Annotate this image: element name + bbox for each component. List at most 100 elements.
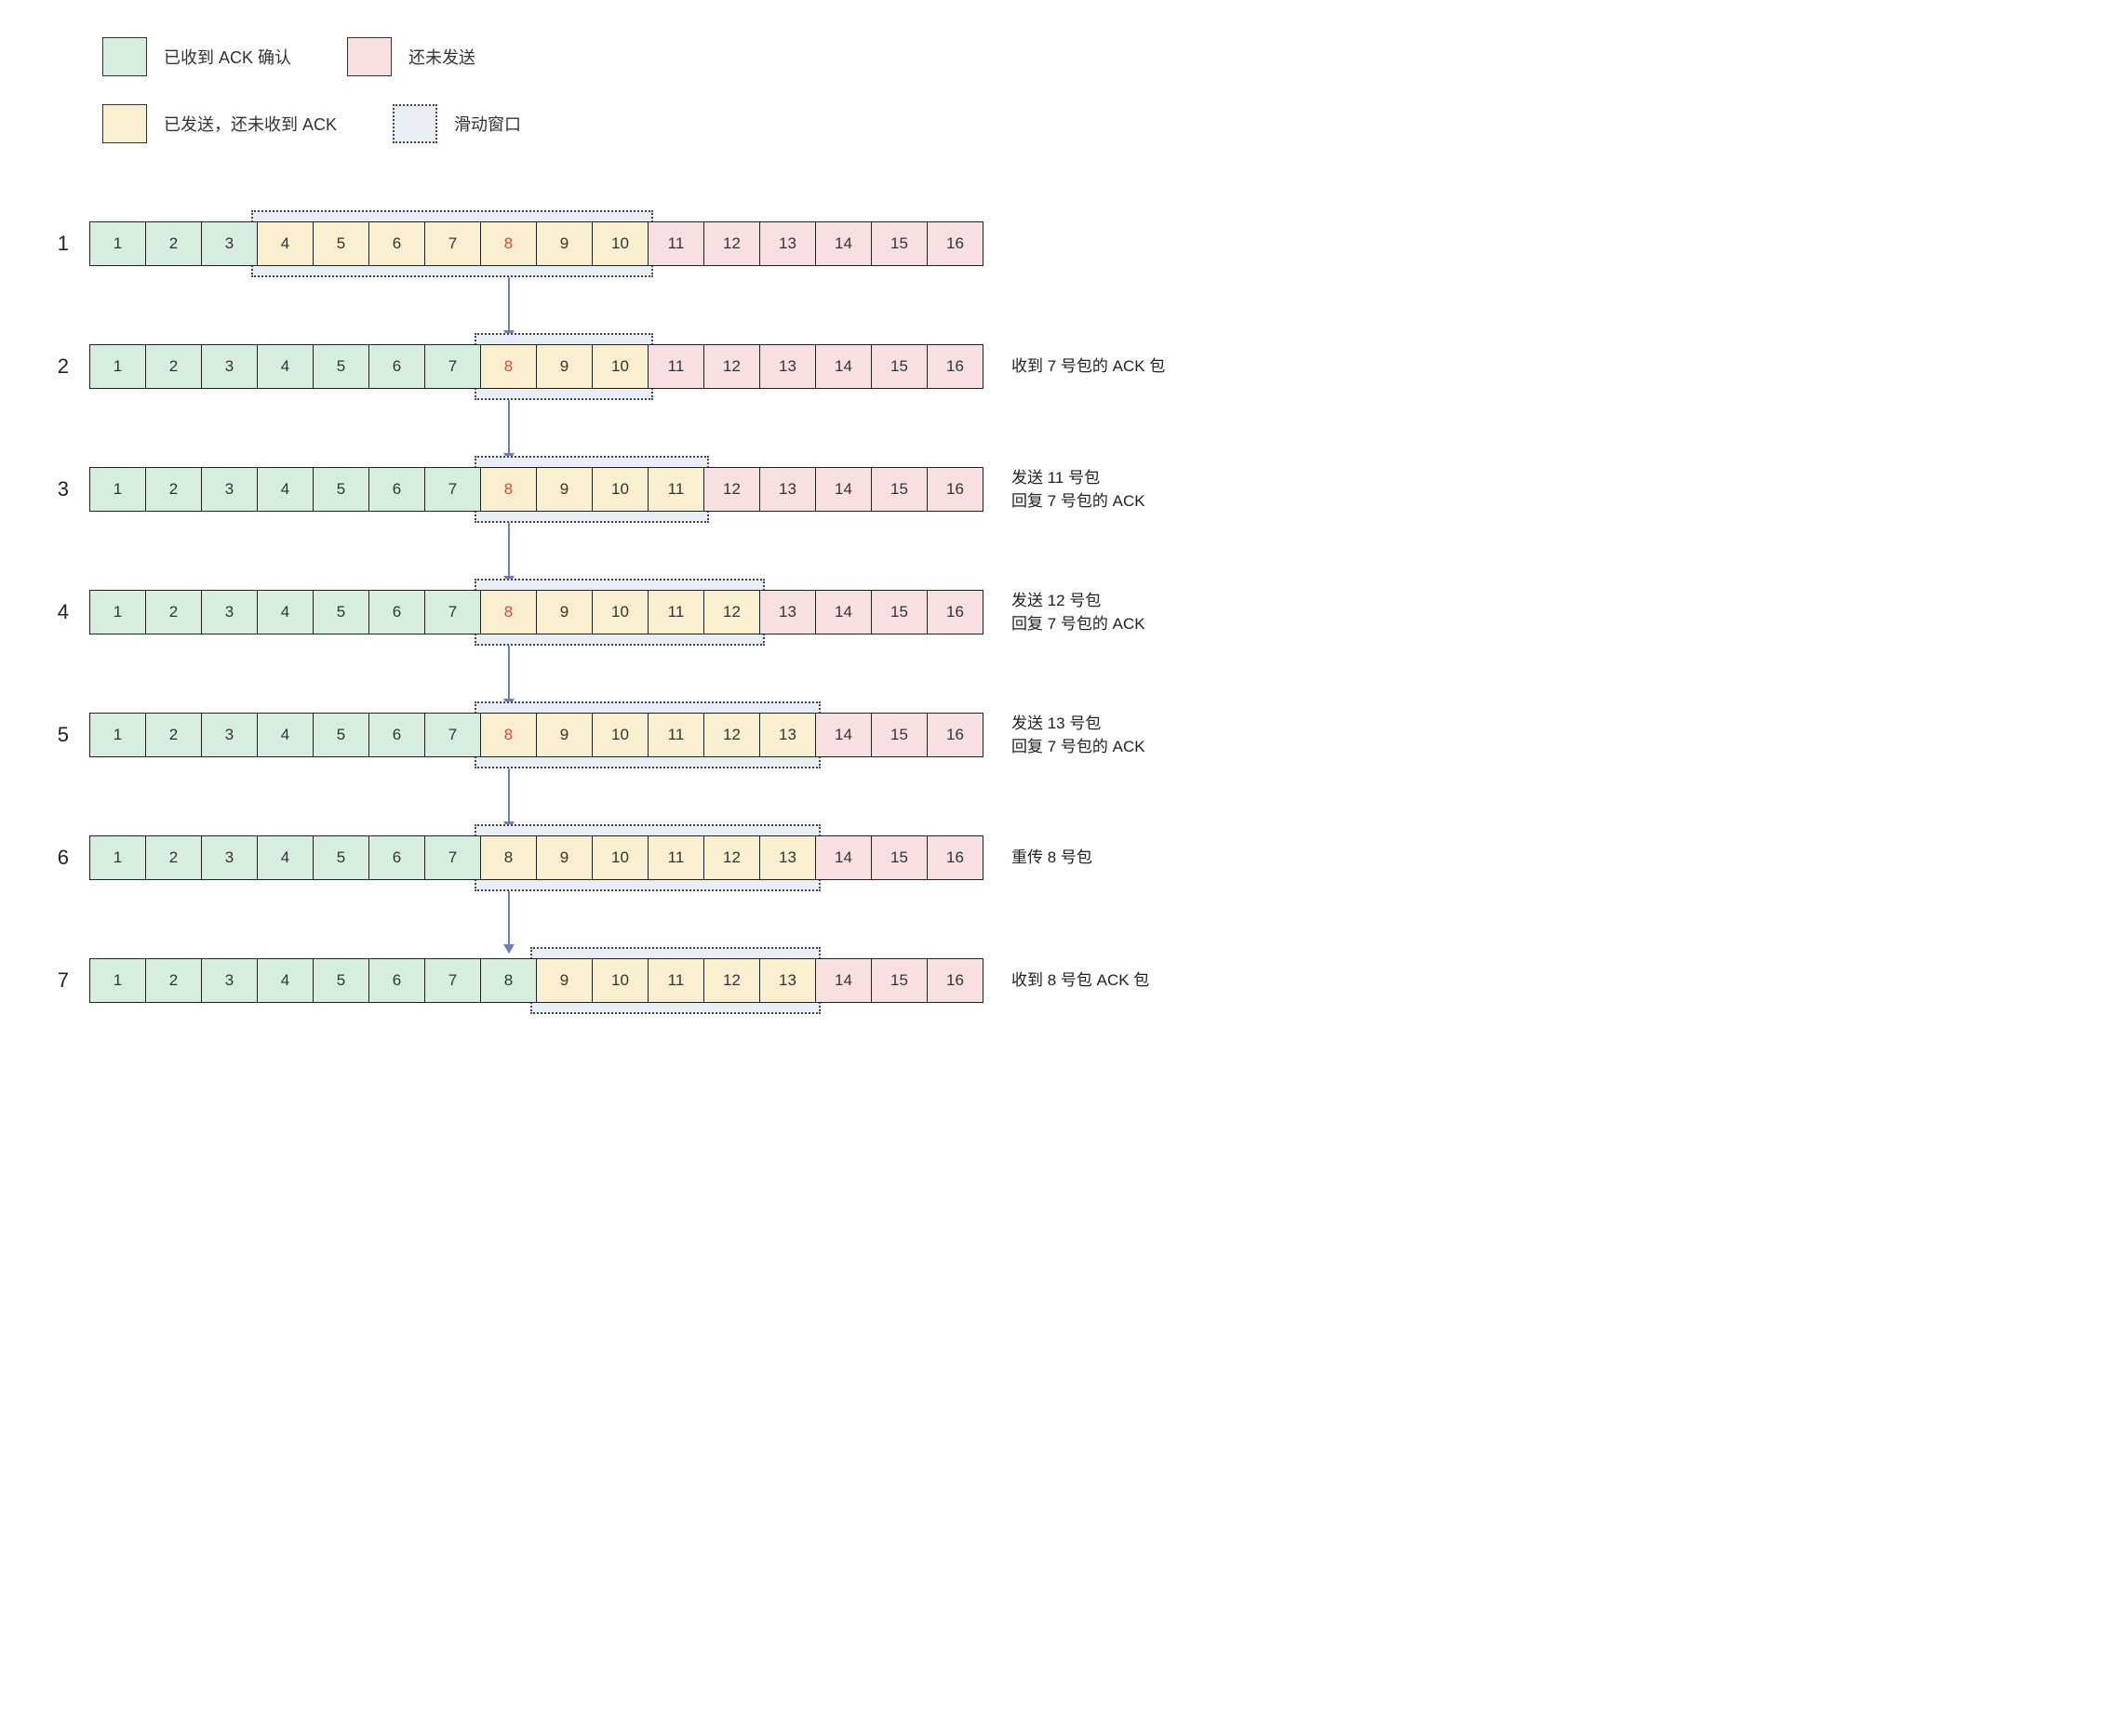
row-number: 4 bbox=[47, 600, 69, 624]
packet-cell: 10 bbox=[593, 591, 649, 634]
packet-cell: 5 bbox=[314, 959, 369, 1002]
packet-cell: 3 bbox=[202, 959, 258, 1002]
row-number: 3 bbox=[47, 477, 69, 501]
packet-cell: 8 bbox=[481, 468, 537, 511]
packet-cell: 8 bbox=[481, 959, 537, 1002]
legend-item-unsent: 还未发送 bbox=[347, 37, 475, 76]
packet-cell: 4 bbox=[258, 591, 314, 634]
down-arrow-icon bbox=[508, 763, 510, 830]
packet-cell: 10 bbox=[593, 345, 649, 388]
row: 212345678910111213141516收到 7 号包的 ACK 包 bbox=[47, 331, 2080, 402]
row-number: 5 bbox=[47, 723, 69, 747]
packet-cell: 3 bbox=[202, 345, 258, 388]
packet-cell: 16 bbox=[928, 959, 983, 1002]
packet-cell: 2 bbox=[146, 345, 202, 388]
packet-cell: 5 bbox=[314, 591, 369, 634]
packet-cell: 1 bbox=[90, 959, 146, 1002]
packet-cell: 4 bbox=[258, 959, 314, 1002]
row-annotation: 收到 8 号包 ACK 包 bbox=[1011, 968, 1149, 993]
packet-cell: 13 bbox=[760, 836, 816, 879]
packet-cell: 13 bbox=[760, 222, 816, 265]
packet-cell: 1 bbox=[90, 836, 146, 879]
arrow-gap bbox=[89, 525, 2080, 577]
packet-cell: 7 bbox=[425, 222, 481, 265]
packet-cell: 8 bbox=[481, 222, 537, 265]
packet-track: 12345678910111213141516 bbox=[89, 590, 983, 634]
packet-cell: 11 bbox=[649, 468, 704, 511]
packet-cell: 14 bbox=[816, 222, 872, 265]
packet-track: 12345678910111213141516 bbox=[89, 713, 983, 757]
packet-cell: 6 bbox=[369, 836, 425, 879]
packet-cell: 7 bbox=[425, 959, 481, 1002]
track-holder: 12345678910111213141516 bbox=[89, 945, 983, 1016]
packet-cell: 16 bbox=[928, 836, 983, 879]
packet-cell: 13 bbox=[760, 591, 816, 634]
packet-cell: 15 bbox=[872, 468, 928, 511]
packet-cell: 12 bbox=[704, 591, 760, 634]
packet-cell: 9 bbox=[537, 714, 593, 756]
packet-track: 12345678910111213141516 bbox=[89, 958, 983, 1003]
legend-swatch-sent bbox=[102, 104, 147, 143]
packet-cell: 16 bbox=[928, 591, 983, 634]
packet-cell: 6 bbox=[369, 345, 425, 388]
packet-cell: 12 bbox=[704, 714, 760, 756]
packet-cell: 11 bbox=[649, 714, 704, 756]
packet-cell: 11 bbox=[649, 222, 704, 265]
packet-cell: 4 bbox=[258, 222, 314, 265]
packet-cell: 12 bbox=[704, 959, 760, 1002]
diagram-rows: 1123456789101112131415162123456789101112… bbox=[47, 208, 2080, 1016]
packet-cell: 9 bbox=[537, 959, 593, 1002]
packet-cell: 10 bbox=[593, 222, 649, 265]
row: 412345678910111213141516发送 12 号包 回复 7 号包… bbox=[47, 577, 2080, 648]
row-annotation: 发送 13 号包 回复 7 号包的 ACK bbox=[1011, 712, 1145, 759]
row: 512345678910111213141516发送 13 号包 回复 7 号包… bbox=[47, 700, 2080, 770]
legend: 已收到 ACK 确认还未发送已发送，还未收到 ACK滑动窗口 bbox=[102, 37, 754, 143]
packet-cell: 5 bbox=[314, 345, 369, 388]
packet-cell: 13 bbox=[760, 714, 816, 756]
packet-cell: 10 bbox=[593, 714, 649, 756]
packet-cell: 10 bbox=[593, 959, 649, 1002]
row: 712345678910111213141516收到 8 号包 ACK 包 bbox=[47, 945, 2080, 1016]
row-annotation: 收到 7 号包的 ACK 包 bbox=[1011, 354, 1165, 379]
packet-cell: 1 bbox=[90, 468, 146, 511]
row-number: 2 bbox=[47, 354, 69, 379]
packet-cell: 14 bbox=[816, 345, 872, 388]
track-holder: 12345678910111213141516 bbox=[89, 208, 983, 279]
packet-cell: 15 bbox=[872, 836, 928, 879]
packet-cell: 13 bbox=[760, 345, 816, 388]
packet-cell: 2 bbox=[146, 222, 202, 265]
packet-cell: 7 bbox=[425, 714, 481, 756]
packet-cell: 10 bbox=[593, 836, 649, 879]
packet-cell: 2 bbox=[146, 468, 202, 511]
down-arrow-icon bbox=[508, 517, 510, 584]
track-holder: 12345678910111213141516 bbox=[89, 700, 983, 770]
packet-cell: 7 bbox=[425, 836, 481, 879]
arrow-gap bbox=[89, 648, 2080, 700]
arrow-gap bbox=[89, 279, 2080, 331]
packet-cell: 15 bbox=[872, 591, 928, 634]
row-number: 7 bbox=[47, 968, 69, 993]
packet-cell: 16 bbox=[928, 222, 983, 265]
packet-cell: 12 bbox=[704, 345, 760, 388]
packet-cell: 5 bbox=[314, 714, 369, 756]
packet-track: 12345678910111213141516 bbox=[89, 467, 983, 512]
packet-cell: 13 bbox=[760, 959, 816, 1002]
row: 312345678910111213141516发送 11 号包 回复 7 号包… bbox=[47, 454, 2080, 525]
packet-cell: 13 bbox=[760, 468, 816, 511]
packet-cell: 14 bbox=[816, 959, 872, 1002]
track-holder: 12345678910111213141516 bbox=[89, 822, 983, 893]
legend-item-acked: 已收到 ACK 确认 bbox=[102, 37, 291, 76]
packet-cell: 9 bbox=[537, 222, 593, 265]
down-arrow-icon bbox=[508, 886, 510, 953]
packet-cell: 3 bbox=[202, 714, 258, 756]
packet-cell: 14 bbox=[816, 836, 872, 879]
packet-cell: 7 bbox=[425, 345, 481, 388]
packet-cell: 16 bbox=[928, 345, 983, 388]
packet-cell: 6 bbox=[369, 714, 425, 756]
arrow-gap bbox=[89, 893, 2080, 945]
packet-cell: 4 bbox=[258, 714, 314, 756]
packet-cell: 9 bbox=[537, 836, 593, 879]
packet-cell: 5 bbox=[314, 836, 369, 879]
packet-cell: 11 bbox=[649, 959, 704, 1002]
legend-label: 滑动窗口 bbox=[454, 112, 521, 136]
